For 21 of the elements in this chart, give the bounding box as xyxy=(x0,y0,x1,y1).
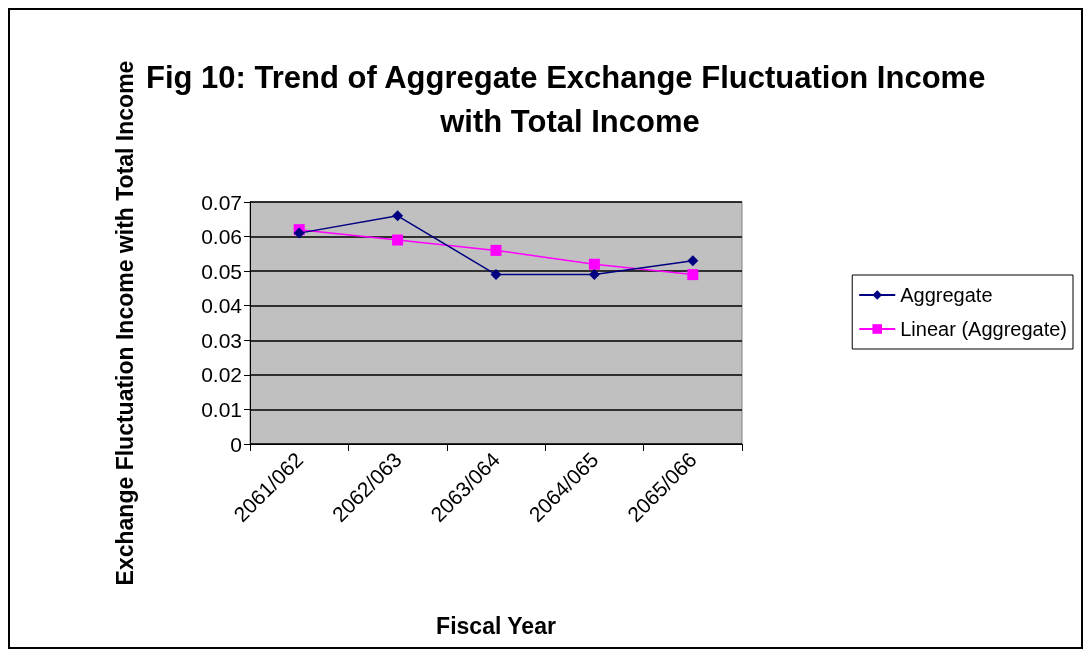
legend-label: Linear (Aggregate) xyxy=(900,318,1068,340)
y-tick-label: 0.01 xyxy=(201,397,242,421)
y-axis-title: Exchange Fluctuation Income with Total Income xyxy=(112,60,138,586)
y-tick-label: 0.02 xyxy=(201,363,242,387)
y-tick-label: 0.04 xyxy=(201,294,243,318)
y-tick-label: 0 xyxy=(230,432,242,456)
y-tick-label: 0.06 xyxy=(201,225,242,249)
point xyxy=(687,269,699,281)
point xyxy=(392,210,404,222)
y-tick-label: 0.05 xyxy=(201,259,242,283)
x-axis-title: Fiscal Year xyxy=(436,612,556,639)
chart-title: Fig 10: Trend of Aggregate Exchange Fluctuation Income with Total Income xyxy=(145,59,995,139)
point xyxy=(490,244,502,256)
point xyxy=(588,269,600,281)
y-tick-label: 0.03 xyxy=(201,328,242,352)
point xyxy=(392,234,404,246)
y-tick-label: 0.07 xyxy=(201,190,242,214)
point xyxy=(588,258,600,270)
point xyxy=(687,255,699,267)
point xyxy=(490,269,502,281)
legend-label: Aggregate xyxy=(900,284,993,306)
